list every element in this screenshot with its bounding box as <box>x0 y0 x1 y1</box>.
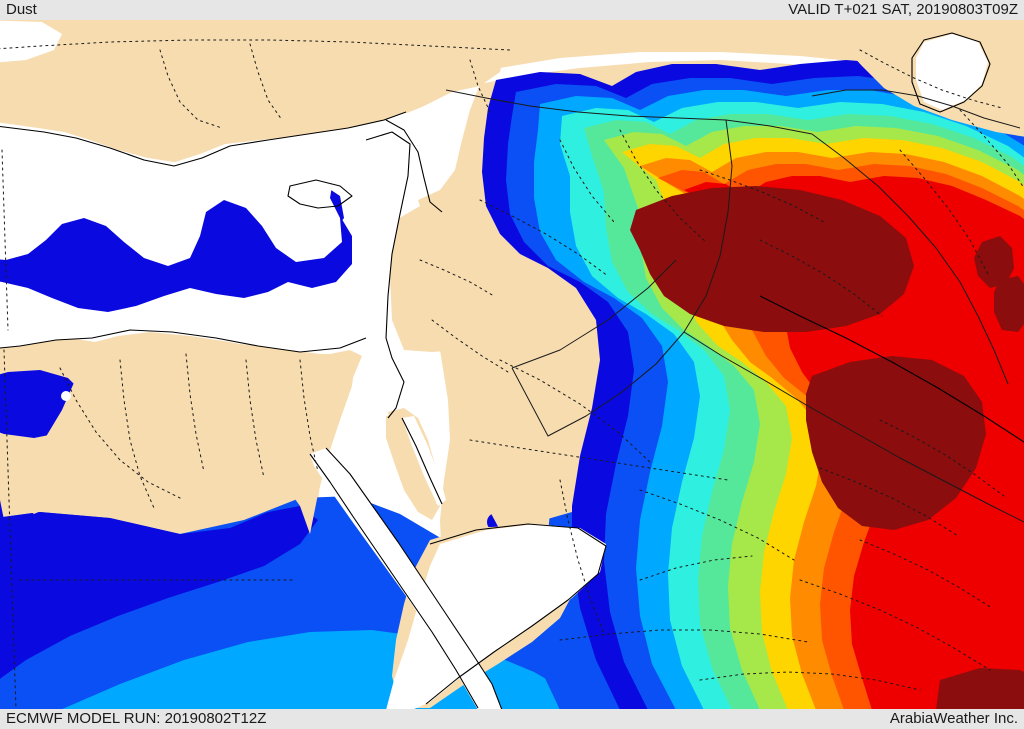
coastline-arabia-south <box>429 523 607 547</box>
border-dotted-se-3 <box>859 539 993 609</box>
footer-bar: ECMWF MODEL RUN: 20190802T12Z ArabiaWeat… <box>0 709 1024 729</box>
border-turkey-syria <box>445 89 813 135</box>
coastline-red-sea-west <box>309 453 479 709</box>
border-dotted-egypt-inner-1 <box>59 367 181 499</box>
border-dotted-iran-inner-1 <box>899 149 989 275</box>
land-overlay-levant <box>390 194 490 352</box>
border-iraq-saudi <box>683 331 1024 523</box>
border-layer <box>0 39 1024 709</box>
coastline-arabia-southeast <box>425 545 607 705</box>
border-dotted-egypt-inner-3 <box>185 353 205 473</box>
coastline-layer <box>0 32 1024 709</box>
border-dotted-yemen <box>559 629 809 643</box>
border-dotted-syria-inner <box>479 199 609 277</box>
sea-overlay-lake-1 <box>61 391 71 401</box>
border-dotted-iraq-inner-2 <box>559 139 615 223</box>
border-iran-west <box>811 133 1009 385</box>
border-dotted-saudi-4 <box>639 489 795 561</box>
border-dotted-egypt-east <box>299 359 319 473</box>
border-dotted-egypt-inner-4 <box>245 359 265 479</box>
land-overlay-arabia <box>446 336 560 576</box>
provider-label: ArabiaWeather Inc. <box>889 710 1018 727</box>
sea-overlay-black-sea <box>0 20 62 63</box>
border-dotted-egypt-libya <box>3 349 17 709</box>
coastline-caspian <box>911 32 991 113</box>
border-dotted-north-1 <box>0 39 511 51</box>
land-overlay-egypt <box>16 340 356 534</box>
dust-field-southwest-dark <box>0 506 318 679</box>
coastline-gulf <box>759 295 1024 443</box>
valid-time-label: VALID T+021 SAT, 20190803T09Z <box>788 1 1018 18</box>
sea-overlay-gulf-aqaba <box>402 416 446 506</box>
plume-band-red <box>684 176 1024 709</box>
coastline-med-north <box>0 111 407 167</box>
border-dotted-anatolia-1 <box>159 49 223 129</box>
land-overlay-sinai <box>388 408 440 512</box>
sea-overlay-mediterranean <box>0 112 412 266</box>
sea-overlay-levant-coast <box>362 132 410 340</box>
border-dotted-caucasus-inner <box>859 49 1003 109</box>
border-dotted-se-2 <box>699 671 921 691</box>
weather-map[interactable] <box>0 20 1024 709</box>
border-dotted-saudi-2 <box>469 439 729 481</box>
plume-core-north <box>630 186 914 332</box>
sea-overlay-caspian <box>916 34 988 110</box>
border-dotted-gulf-2 <box>879 419 1005 497</box>
model-run-label: ECMWF MODEL RUN: 20190802T12Z <box>6 710 267 727</box>
sea-overlay-layer <box>0 20 988 709</box>
coastline-levant <box>365 131 411 419</box>
sea-overlay-med-lower <box>0 288 368 352</box>
border-dotted-levant-inner <box>419 259 495 297</box>
border-dotted-saudi-1 <box>499 359 653 465</box>
plume-core-gulf-2 <box>994 276 1024 332</box>
plume-core-gulf <box>974 236 1014 288</box>
border-dotted-anatolia-2 <box>249 43 283 121</box>
border-dotted-iraq-inner-3 <box>699 169 825 223</box>
product-title: Dust <box>6 1 37 18</box>
coastline-med-south <box>0 329 367 353</box>
border-dotted-west-sea <box>1 149 9 331</box>
border-dotted-se-1 <box>639 555 753 581</box>
border-dotted-iraq-inner-4 <box>759 239 883 317</box>
border-caucasus <box>811 89 1021 129</box>
border-dotted-gulf-1 <box>819 467 959 537</box>
header-bar: Dust VALID T+021 SAT, 20190803T09Z <box>0 0 1024 20</box>
map-svg <box>0 20 1024 709</box>
sea-overlay-lake-2 <box>933 69 947 83</box>
sea-overlay-arabian-south <box>386 524 606 709</box>
plume-core-bottom-right <box>936 668 1024 709</box>
coastline-cyprus <box>287 179 353 209</box>
coastline-red-sea-east <box>325 447 503 709</box>
border-dotted-iran-inner-2 <box>959 109 1024 189</box>
plume-core-south <box>806 356 986 530</box>
coastline-aqaba <box>401 417 443 505</box>
land-overlay-anatolia <box>0 20 506 162</box>
border-jordan <box>511 259 677 369</box>
border-dotted-oman <box>799 579 991 671</box>
coastline-anatolia-south <box>385 119 443 213</box>
